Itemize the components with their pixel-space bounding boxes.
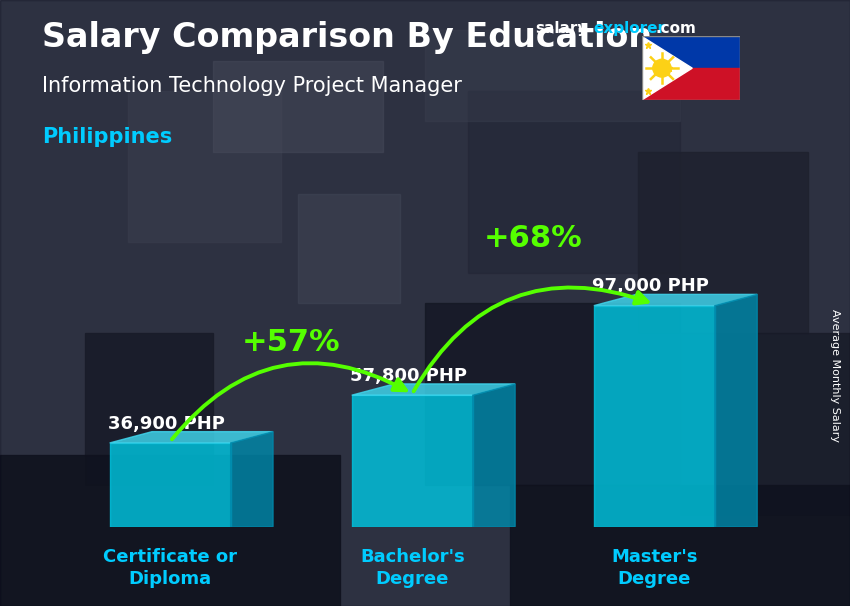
Bar [110, 443, 230, 527]
Polygon shape [642, 36, 692, 100]
Text: +57%: +57% [242, 328, 341, 358]
Circle shape [653, 59, 672, 77]
Text: Certificate or
Diploma: Certificate or Diploma [103, 548, 237, 588]
Text: 97,000 PHP: 97,000 PHP [592, 278, 709, 295]
Text: 36,900 PHP: 36,900 PHP [108, 415, 224, 433]
Bar [128, 91, 280, 242]
Bar [510, 485, 850, 606]
Text: explorer: explorer [593, 21, 666, 36]
Text: +68%: +68% [484, 224, 582, 253]
Bar [352, 395, 473, 527]
Text: Salary Comparison By Education: Salary Comparison By Education [42, 21, 653, 54]
Bar [0, 454, 340, 606]
Text: salary: salary [536, 21, 588, 36]
Text: Bachelor's
Degree: Bachelor's Degree [360, 548, 465, 588]
Bar [638, 152, 808, 333]
Bar [298, 194, 400, 303]
Polygon shape [352, 384, 515, 395]
Bar [642, 68, 740, 100]
Bar [212, 61, 382, 152]
Bar [680, 333, 850, 515]
Polygon shape [715, 295, 757, 527]
Bar [642, 36, 740, 68]
Polygon shape [230, 431, 273, 527]
Bar [468, 91, 680, 273]
Text: 57,800 PHP: 57,800 PHP [350, 367, 467, 385]
Text: Philippines: Philippines [42, 127, 173, 147]
Text: Master's
Degree: Master's Degree [611, 548, 698, 588]
Bar [425, 303, 680, 485]
Text: Average Monthly Salary: Average Monthly Salary [830, 309, 840, 442]
Bar [85, 333, 212, 485]
Polygon shape [473, 384, 515, 527]
Bar [594, 305, 715, 527]
Text: Information Technology Project Manager: Information Technology Project Manager [42, 76, 462, 96]
Polygon shape [594, 295, 757, 305]
Bar [425, 30, 680, 121]
Text: .com: .com [655, 21, 696, 36]
Polygon shape [110, 431, 273, 443]
